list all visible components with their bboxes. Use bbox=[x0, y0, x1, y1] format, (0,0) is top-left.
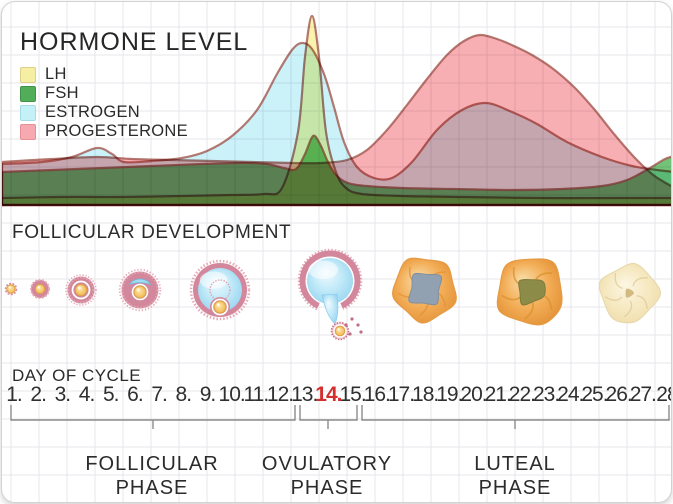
phase-brackets bbox=[10, 405, 670, 429]
follicle-primordial bbox=[4, 282, 18, 296]
bracket bbox=[299, 405, 358, 421]
released-egg bbox=[330, 317, 363, 341]
follicle-corpus-luteum-early bbox=[392, 257, 457, 324]
follicle-ovulation bbox=[297, 248, 363, 341]
follicle-corpus-albicans bbox=[598, 262, 662, 324]
curve-progesterone bbox=[2, 33, 671, 207]
follicle-graafian bbox=[189, 259, 251, 321]
follicle-primary bbox=[30, 279, 50, 299]
follicle-secondary bbox=[65, 274, 97, 306]
follicle-antral bbox=[118, 268, 162, 312]
follicular-development-row bbox=[4, 248, 662, 341]
hormone-chart bbox=[2, 14, 671, 207]
bracket bbox=[10, 405, 296, 421]
follicle-corpus-luteum bbox=[496, 258, 563, 326]
